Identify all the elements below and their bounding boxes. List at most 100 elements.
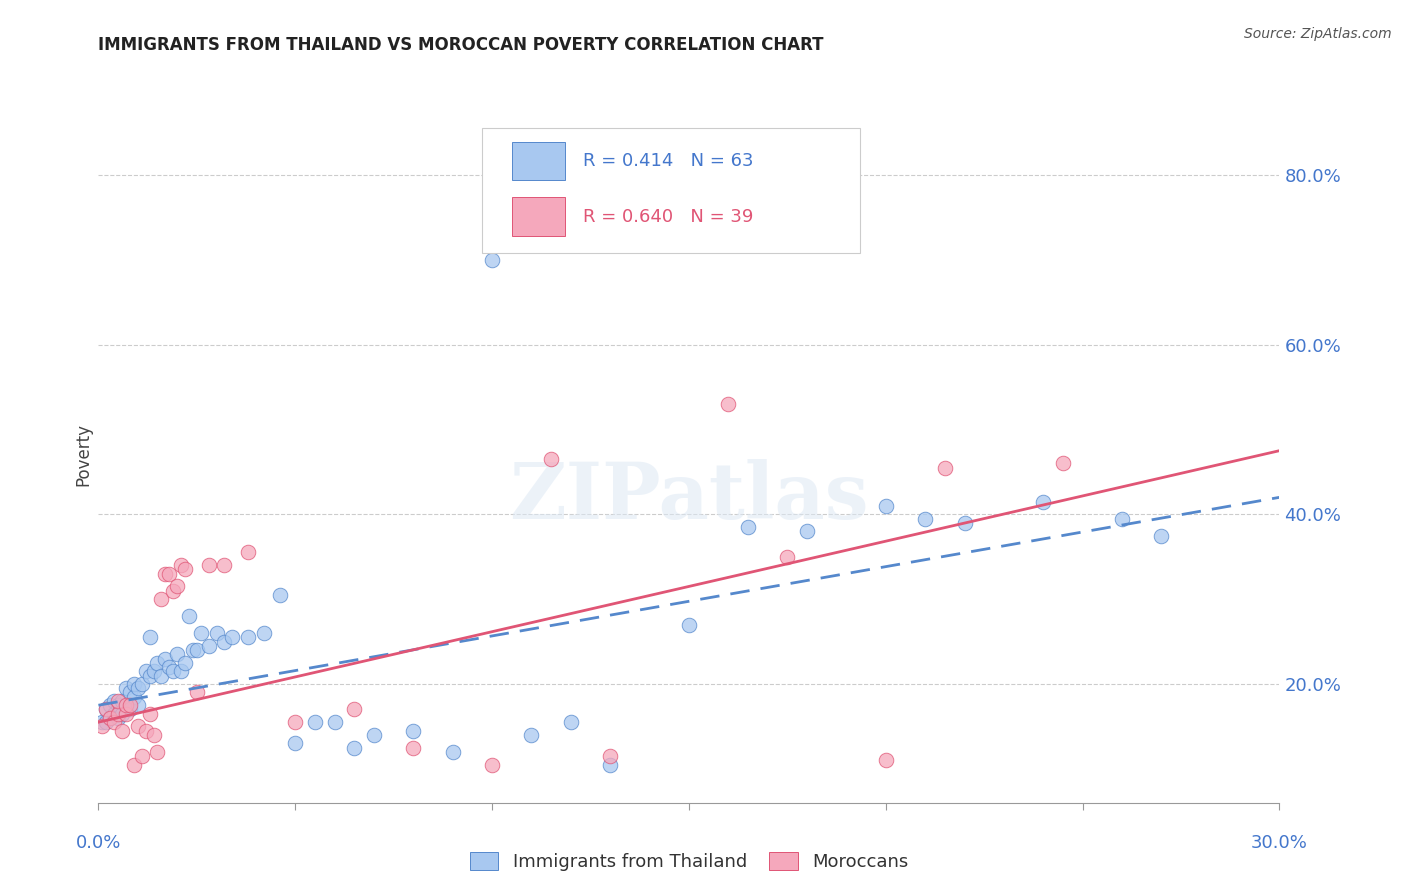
Point: [284, 715, 307, 730]
Point: [236, 545, 259, 559]
Point: [177, 609, 200, 624]
Point: [737, 520, 759, 534]
Point: [284, 736, 307, 750]
Point: [115, 698, 138, 713]
Point: [1150, 528, 1173, 542]
Point: [91, 715, 114, 730]
Point: [98, 698, 121, 713]
Point: [127, 681, 149, 696]
Point: [111, 723, 134, 738]
Point: [115, 681, 138, 696]
Text: Source: ZipAtlas.com: Source: ZipAtlas.com: [1244, 27, 1392, 41]
Point: [150, 668, 173, 682]
Point: [269, 588, 291, 602]
Point: [122, 690, 145, 704]
Point: [155, 566, 177, 581]
Point: [142, 728, 165, 742]
Point: [914, 511, 936, 525]
Point: [122, 757, 145, 772]
Y-axis label: Poverty: Poverty: [75, 424, 93, 486]
Point: [98, 711, 121, 725]
Point: [599, 749, 621, 764]
Point: [402, 740, 425, 755]
Point: [111, 706, 134, 721]
Text: IMMIGRANTS FROM THAILAND VS MOROCCAN POVERTY CORRELATION CHART: IMMIGRANTS FROM THAILAND VS MOROCCAN POV…: [98, 36, 824, 54]
Point: [402, 723, 425, 738]
Point: [131, 749, 153, 764]
Point: [481, 252, 503, 267]
Point: [304, 715, 326, 730]
Point: [162, 583, 184, 598]
Point: [127, 719, 149, 733]
Point: [540, 452, 562, 467]
Point: [717, 397, 740, 411]
Point: [115, 706, 138, 721]
Point: [127, 698, 149, 713]
Point: [205, 626, 228, 640]
Point: [953, 516, 976, 530]
FancyBboxPatch shape: [512, 197, 565, 235]
Point: [107, 698, 129, 713]
Text: R = 0.640   N = 39: R = 0.640 N = 39: [582, 208, 754, 226]
Point: [214, 558, 236, 573]
Point: [157, 660, 180, 674]
Point: [181, 643, 204, 657]
Point: [166, 648, 188, 662]
Point: [142, 665, 165, 679]
Point: [96, 702, 118, 716]
Point: [190, 626, 212, 640]
Point: [155, 651, 177, 665]
Point: [138, 706, 160, 721]
Point: [776, 549, 799, 564]
Point: [174, 562, 197, 576]
FancyBboxPatch shape: [482, 128, 860, 253]
Point: [103, 706, 125, 721]
Point: [236, 631, 259, 645]
Point: [135, 665, 157, 679]
Point: [146, 745, 169, 759]
Point: [1111, 511, 1133, 525]
Point: [875, 499, 897, 513]
Point: [91, 719, 114, 733]
Point: [122, 677, 145, 691]
Point: [481, 757, 503, 772]
Point: [253, 626, 276, 640]
Point: [197, 558, 219, 573]
Point: [103, 694, 125, 708]
Point: [186, 643, 208, 657]
Point: [221, 631, 243, 645]
Legend: Immigrants from Thailand, Moroccans: Immigrants from Thailand, Moroccans: [463, 846, 915, 879]
Point: [186, 685, 208, 699]
Point: [520, 728, 543, 742]
Point: [107, 706, 129, 721]
Point: [138, 631, 160, 645]
Point: [343, 702, 366, 716]
Point: [157, 566, 180, 581]
Point: [934, 460, 956, 475]
Point: [107, 711, 129, 725]
Text: 0.0%: 0.0%: [76, 834, 121, 852]
Point: [170, 665, 193, 679]
Point: [796, 524, 818, 539]
Text: ZIPatlas: ZIPatlas: [509, 458, 869, 534]
Point: [214, 634, 236, 648]
Point: [599, 757, 621, 772]
Point: [875, 753, 897, 767]
Point: [343, 740, 366, 755]
Point: [103, 715, 125, 730]
Point: [678, 617, 700, 632]
Point: [174, 656, 197, 670]
Point: [150, 592, 173, 607]
Point: [1052, 457, 1074, 471]
Point: [363, 728, 385, 742]
Point: [98, 711, 121, 725]
Point: [1032, 494, 1054, 508]
Point: [118, 698, 141, 713]
Point: [166, 579, 188, 593]
Point: [118, 702, 141, 716]
Point: [115, 698, 138, 713]
Point: [135, 723, 157, 738]
Text: R = 0.414   N = 63: R = 0.414 N = 63: [582, 152, 754, 170]
Text: 30.0%: 30.0%: [1251, 834, 1308, 852]
Point: [118, 685, 141, 699]
